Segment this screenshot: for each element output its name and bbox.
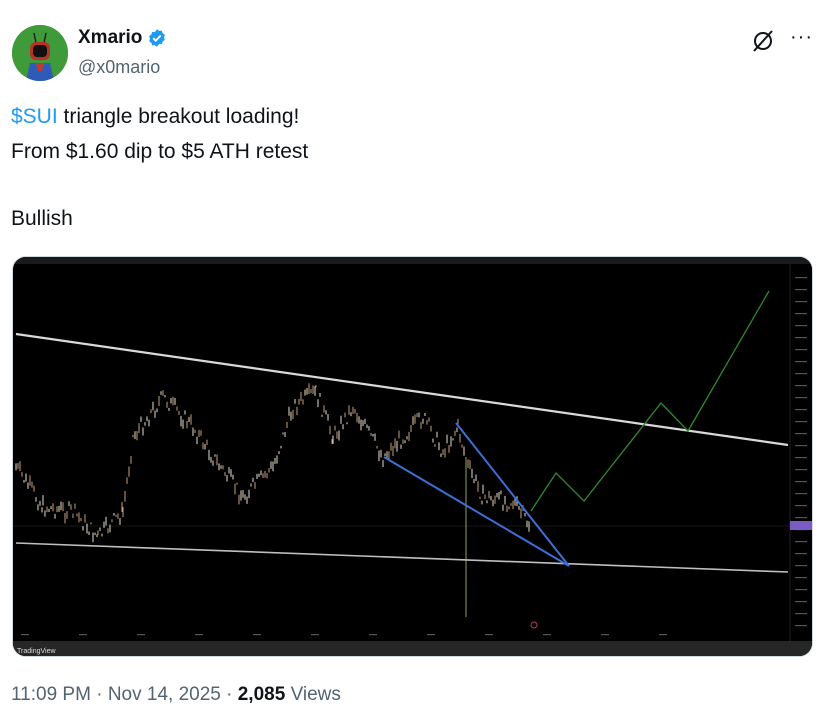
time-axis-tick [543, 634, 551, 636]
price-axis-tick [795, 277, 807, 279]
tradingview-chart-image: TradingView [13, 257, 812, 656]
tweet-image-chart[interactable]: TradingView [12, 256, 813, 657]
views-label: Views [290, 684, 341, 705]
price-axis-tick [795, 361, 807, 363]
price-axis-tick [795, 337, 807, 339]
author-handle[interactable]: @x0mario [78, 57, 161, 77]
price-axis-tick [795, 301, 807, 303]
tweet-line-1: $SUI triangle breakout loading! [11, 105, 299, 129]
time-axis-tick [485, 634, 493, 636]
price-axis-tick [795, 409, 807, 411]
avatar-robot-image [12, 25, 68, 81]
separator: · [96, 684, 103, 705]
price-axis-tick [795, 385, 807, 387]
tweet-line-3: Bullish [11, 207, 73, 230]
price-axis-ticks [21, 277, 807, 636]
price-axis-tick [795, 577, 807, 579]
post-time[interactable]: 11:09 PM [11, 684, 91, 705]
price-axis-tick [795, 481, 807, 483]
grok-icon[interactable] [750, 28, 776, 54]
price-axis-tick [795, 589, 807, 591]
price-axis-tick [795, 325, 807, 327]
event-marker-icon [530, 621, 538, 629]
price-axis-tick [795, 613, 807, 615]
price-axis-tick [795, 565, 807, 567]
price-axis-tick [795, 457, 807, 459]
chart-background [13, 257, 812, 656]
time-axis-tick [21, 634, 29, 636]
tradingview-watermark: TradingView [17, 648, 56, 655]
display-name[interactable]: Xmario [78, 27, 143, 48]
author-name[interactable]: Xmario [78, 27, 167, 49]
more-options-icon[interactable]: ··· [790, 26, 813, 48]
avatar[interactable] [12, 25, 68, 81]
time-axis-tick [427, 634, 435, 636]
chart-top-bar [13, 257, 812, 264]
wedge-lower-line [383, 456, 570, 567]
price-axis-tick [795, 313, 807, 315]
price-axis-tick [795, 373, 807, 375]
price-axis-tick [795, 625, 807, 627]
views-count: 2,085 [237, 684, 286, 705]
time-axis-tick [369, 634, 377, 636]
price-axis-tick [795, 505, 807, 507]
price-axis-tick [795, 433, 807, 435]
price-axis-tick [795, 469, 807, 471]
price-axis-tick [795, 553, 807, 555]
time-axis-tick [253, 634, 261, 636]
time-axis-tick [659, 634, 667, 636]
lower-trendline [15, 542, 789, 573]
price-axis-tick [795, 445, 807, 447]
price-axis-tick [795, 289, 807, 291]
time-axis-tick [311, 634, 319, 636]
price-axis-tick [795, 517, 807, 519]
price-axis-tick [795, 541, 807, 543]
cashtag-link[interactable]: $SUI [11, 105, 58, 128]
chart-bottom-bar [13, 641, 812, 656]
tweet-footer: 11:09 PM · Nov 14, 2025 · 2,085 Views [11, 684, 341, 706]
price-axis-tick [795, 421, 807, 423]
price-axis-tick [795, 397, 807, 399]
tweet-text: triangle breakout loading! [57, 105, 300, 128]
price-axis-tick [795, 601, 807, 603]
upper-trendline [15, 332, 789, 447]
projection-path [530, 290, 770, 512]
wedge-upper-line [455, 422, 570, 567]
verified-badge-icon[interactable] [147, 28, 167, 48]
price-axis-tick [795, 349, 807, 351]
time-axis-tick [601, 634, 609, 636]
current-price-label [790, 521, 812, 530]
separator: · [226, 684, 233, 705]
price-axis-tick [795, 493, 807, 495]
time-axis-tick [137, 634, 145, 636]
tweet-line-2: From $1.60 dip to $5 ATH retest [11, 140, 309, 163]
time-axis-tick [79, 634, 87, 636]
post-date[interactable]: Nov 14, 2025 [107, 684, 221, 705]
time-axis-tick [195, 634, 203, 636]
